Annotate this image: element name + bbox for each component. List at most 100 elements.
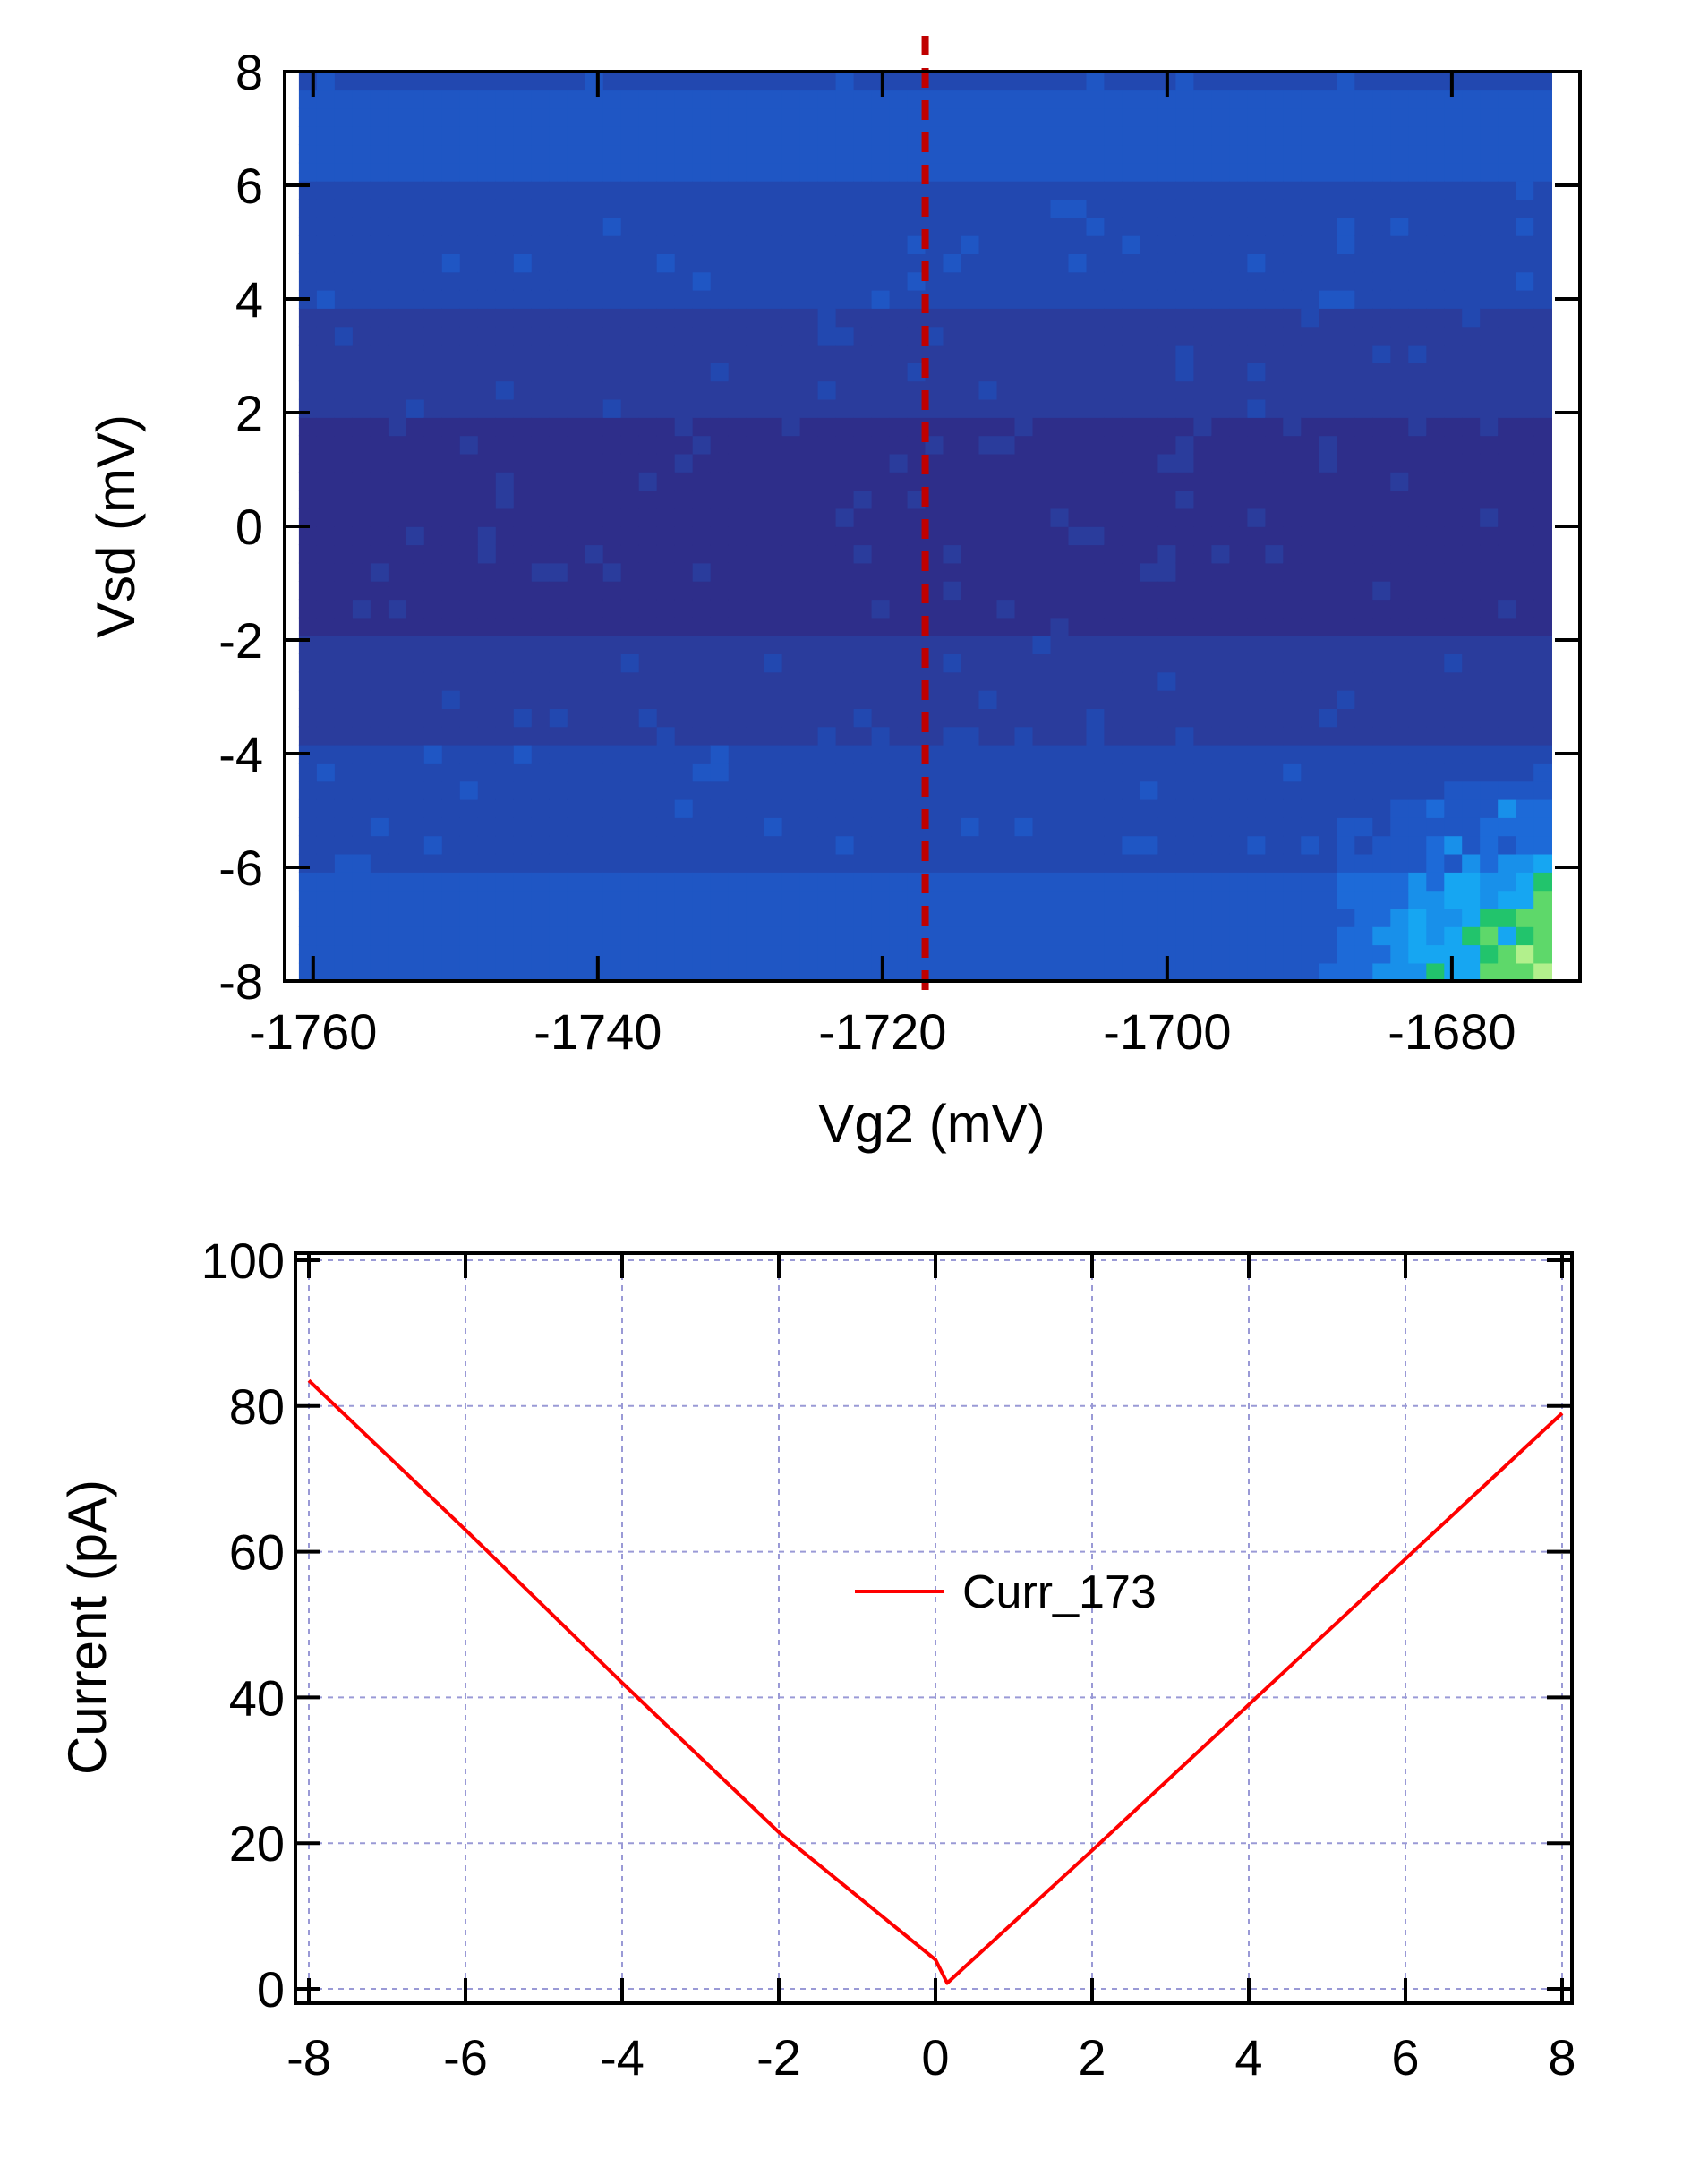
heatmap-cell (871, 890, 891, 909)
heatmap-cell (1175, 472, 1195, 491)
heatmap-cell (549, 217, 568, 236)
heatmap-cell (1498, 508, 1516, 527)
heatmap-cell (746, 872, 765, 892)
heatmap-cell (495, 453, 515, 473)
heatmap-cell (423, 599, 443, 619)
heatmap-cell (656, 289, 676, 309)
heatmap-cell (334, 853, 354, 873)
heatmap-cell (1390, 599, 1410, 619)
heatmap-cell (1480, 817, 1499, 837)
heatmap-cell (602, 289, 622, 309)
heatmap-cell (1283, 872, 1302, 892)
heatmap-cell (1480, 617, 1499, 636)
heatmap-cell (316, 544, 336, 564)
heatmap-cell (334, 435, 354, 455)
heatmap-cell (585, 380, 604, 400)
heatmap-cell (1175, 398, 1195, 418)
heatmap-cell (459, 962, 479, 982)
heatmap-cell (764, 781, 783, 800)
heatmap-cell (871, 635, 891, 654)
heatmap-cell (1157, 199, 1177, 218)
heatmap-cell (370, 781, 389, 800)
heatmap-cell (1014, 926, 1034, 946)
heatmap-cell (1193, 835, 1213, 855)
heatmap-cell (781, 289, 801, 309)
heatmap-cell (1372, 872, 1392, 892)
heatmap-cell (1122, 308, 1141, 328)
heatmap-cell (549, 599, 568, 619)
heatmap-cell (1498, 817, 1516, 837)
heatmap-cell (1480, 890, 1499, 909)
heatmap-cell (817, 90, 837, 109)
heatmap-cell (978, 962, 998, 982)
heatmap-cell (531, 635, 551, 654)
heatmap-cell (1014, 763, 1034, 782)
heatmap-cell (1462, 180, 1481, 200)
heatmap-cell (1408, 344, 1428, 363)
heatmap-cell (1175, 526, 1195, 546)
heatmap-cell (746, 180, 765, 200)
heatmap-cell (567, 308, 586, 328)
heatmap-cell (1086, 726, 1106, 746)
heatmap-cell (907, 398, 927, 418)
heatmap-cell (334, 217, 354, 236)
heatmap-cell (513, 835, 533, 855)
heatmap-cell (728, 944, 747, 964)
heatmap-cell (1301, 817, 1320, 837)
heatmap-cell (638, 763, 658, 782)
heatmap-cell (1516, 308, 1534, 328)
heatmap-cell (531, 798, 551, 818)
heatmap-cell (746, 763, 765, 782)
heatmap-cell (1032, 271, 1052, 291)
heatmap-cell (1086, 671, 1106, 691)
heatmap-cell (638, 817, 658, 837)
heatmap-cell (728, 890, 747, 909)
heatmap-cell (638, 562, 658, 582)
heatmap-cell (388, 890, 407, 909)
heatmap-cell (781, 107, 801, 127)
heatmap-cell (1426, 72, 1446, 91)
heatmap-cell (1140, 689, 1159, 709)
heatmap-cell (871, 798, 891, 818)
heatmap-cell (925, 326, 944, 346)
heatmap-cell (1157, 508, 1177, 527)
heatmap-cell (388, 744, 407, 764)
heatmap-cell (1498, 217, 1516, 236)
heatmap-cell (710, 944, 730, 964)
heatmap-cell (1104, 744, 1123, 764)
heatmap-cell (585, 435, 604, 455)
heatmap-cell (1480, 90, 1499, 109)
heatmap-cell (943, 581, 962, 601)
heatmap-cell (316, 289, 336, 309)
heatmap-cell (656, 744, 676, 764)
heatmap-cell (1157, 726, 1177, 746)
heatmap-cell (853, 817, 873, 837)
heatmap-cell (799, 744, 819, 764)
heatmap-cell (1140, 544, 1159, 564)
heatmap-cell (1157, 853, 1177, 873)
heatmap-cell (549, 817, 568, 837)
heatmap-cell (1462, 744, 1481, 764)
heatmap-cell (1283, 289, 1302, 309)
heatmap-cell (889, 872, 909, 892)
heatmap-cell (370, 653, 389, 673)
heatmap-cell (746, 581, 765, 601)
heatmap-cell (1408, 689, 1428, 709)
heatmap-cell (334, 689, 354, 709)
heatmap-cell (477, 944, 497, 964)
heatmap-cell (1426, 435, 1446, 455)
heatmap-cell (961, 798, 980, 818)
heatmap-cell (871, 908, 891, 927)
heatmap-cell (1104, 289, 1123, 309)
heatmap-cell (781, 798, 801, 818)
heatmap-cell (1354, 908, 1374, 927)
heatmap-cell (423, 308, 443, 328)
heatmap-cell (961, 689, 980, 709)
heatmap-cell (1265, 308, 1285, 328)
heatmap-cell (459, 744, 479, 764)
heatmap-cell (1140, 781, 1159, 800)
heatmap-cell (370, 435, 389, 455)
heatmap-cell (316, 926, 336, 946)
heatmap-cell (1104, 944, 1123, 964)
heatmap-cell (674, 235, 694, 254)
